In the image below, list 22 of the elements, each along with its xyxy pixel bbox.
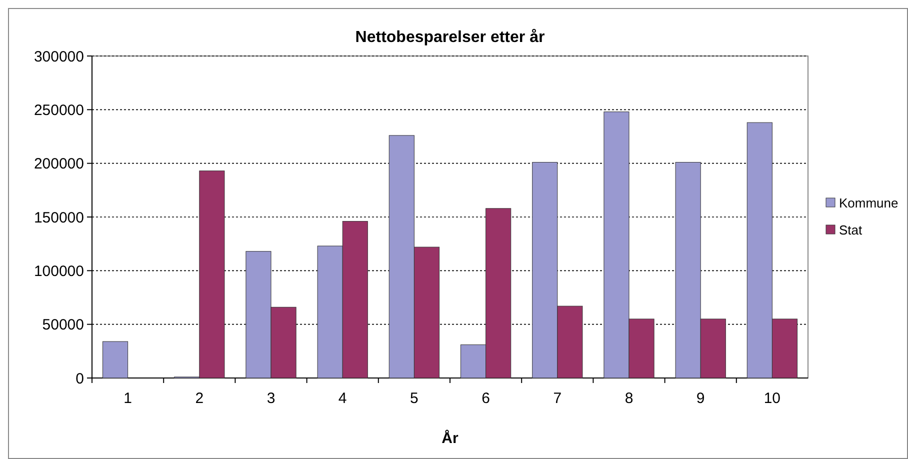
x-tick-label: 1 [124, 390, 132, 407]
x-tick-label: 7 [553, 390, 562, 407]
y-tick-label: 50000 [42, 316, 84, 334]
y-tick-label: 150000 [34, 209, 84, 226]
x-tick-label: 3 [266, 390, 276, 407]
legend-label: Kommune [839, 196, 898, 211]
x-tick-label: 4 [338, 390, 347, 407]
x-tick-label: 2 [195, 390, 204, 407]
y-tick-label: 100000 [34, 262, 84, 280]
x-tick-label: 9 [696, 390, 705, 407]
x-tick-label: 10 [764, 390, 781, 407]
y-tick-label: 250000 [34, 102, 84, 119]
x-tick-label: 5 [410, 390, 418, 407]
bar [102, 341, 128, 378]
x-tick-label: 8 [624, 390, 634, 407]
chart-title: Nettobesparelser etter år [355, 28, 545, 46]
y-tick-label: 300000 [34, 48, 84, 66]
x-axis-title: År [442, 429, 458, 447]
x-tick-label: 6 [482, 390, 490, 407]
y-tick-label: 0 [76, 370, 84, 388]
legend-label: Stat [839, 222, 863, 238]
y-tick-label: 200000 [34, 156, 84, 173]
